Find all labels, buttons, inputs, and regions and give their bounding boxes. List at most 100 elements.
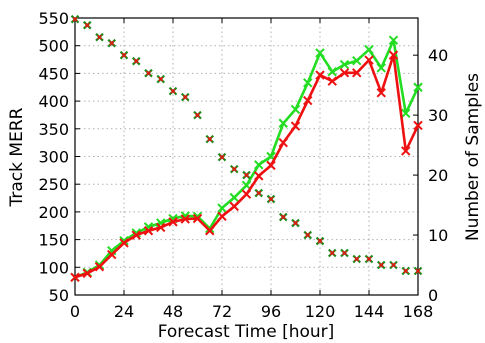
marker-stroke xyxy=(401,108,411,118)
series-1-point xyxy=(119,238,129,248)
marker-stroke xyxy=(94,262,105,272)
sample-count-marker-inner xyxy=(354,256,360,262)
marker-stroke xyxy=(195,112,200,118)
marker-stroke xyxy=(170,88,176,94)
sample-count-marker-inner xyxy=(207,136,213,142)
marker-stroke xyxy=(156,222,166,233)
y-tick-label: 200 xyxy=(38,203,69,222)
marker-stroke xyxy=(70,272,80,282)
x-tick-label: 168 xyxy=(403,302,434,321)
sample-count-point xyxy=(364,254,374,264)
series-0-point xyxy=(278,118,288,128)
series-0-point xyxy=(364,44,374,55)
series-1-point xyxy=(143,226,154,236)
marker-stroke xyxy=(413,82,423,92)
marker-stroke xyxy=(143,222,154,232)
sample-count-point xyxy=(205,134,215,144)
tick-labels: 0 24 48 72 96 120 144 1685010015020025030035040… xyxy=(38,9,448,321)
x-tick-label: 72 xyxy=(212,302,232,321)
sample-count-marker-inner xyxy=(219,154,225,160)
marker-stroke xyxy=(133,58,139,64)
marker-stroke xyxy=(352,68,362,78)
marker-stroke xyxy=(168,217,178,227)
marker-stroke xyxy=(146,70,151,76)
series-1-point xyxy=(376,88,386,98)
sample-count-point xyxy=(254,188,264,198)
series-1-point xyxy=(168,217,178,227)
sample-count-marker-inner xyxy=(97,34,102,40)
marker-stroke xyxy=(121,52,127,58)
sample-count-point xyxy=(413,266,423,276)
y-tick-label: 50 xyxy=(49,286,69,305)
x-tick-label: 48 xyxy=(163,302,183,321)
sample-count-marker-inner xyxy=(268,196,274,202)
series-1-point xyxy=(254,171,264,181)
marker-stroke xyxy=(278,118,288,128)
y2-tick-label: 10 xyxy=(428,226,448,245)
sample-count-point xyxy=(327,248,337,258)
sample-count-point xyxy=(107,38,117,48)
marker-stroke xyxy=(303,78,313,88)
grid xyxy=(75,18,418,295)
marker-stroke xyxy=(388,35,399,45)
sample-count-marker-inner xyxy=(366,256,372,262)
series-1-point xyxy=(217,211,227,222)
marker-stroke xyxy=(109,40,115,46)
series-1-point xyxy=(303,95,313,106)
sample-count-marker-inner xyxy=(244,172,249,178)
marker-stroke xyxy=(290,104,301,115)
marker-stroke xyxy=(413,120,423,131)
series-1-point xyxy=(70,272,80,282)
marker-stroke xyxy=(241,180,252,191)
sample-count-point xyxy=(291,218,300,228)
series-1-point xyxy=(364,55,374,65)
sample-count-marker-inner xyxy=(256,190,262,196)
series-0-point xyxy=(352,55,362,66)
marker-stroke xyxy=(219,154,225,160)
sample-count-marker-inner xyxy=(317,238,323,244)
marker-stroke xyxy=(119,236,129,246)
series-0-point xyxy=(388,35,399,45)
x-tick-label: 120 xyxy=(305,302,336,321)
marker-stroke xyxy=(158,76,164,82)
x-tick-label: 24 xyxy=(114,302,134,321)
sample-count-point xyxy=(70,14,80,24)
y-tick-label: 350 xyxy=(38,120,69,139)
marker-stroke xyxy=(378,262,384,268)
y-tick-label: 100 xyxy=(38,258,69,277)
x-tick-label: 0 xyxy=(70,302,80,321)
marker-stroke xyxy=(327,67,337,77)
series-1-point xyxy=(413,120,423,131)
sample-count-point xyxy=(303,230,313,240)
y-tick-label: 550 xyxy=(38,9,69,28)
series-0-point xyxy=(413,82,423,92)
sample-count-point xyxy=(340,248,349,258)
axis-ticks xyxy=(74,17,419,296)
sample-count-point xyxy=(376,260,386,270)
series-1-point xyxy=(82,268,92,279)
series-0-point xyxy=(327,67,337,77)
sample-count-marker-inner xyxy=(72,16,78,22)
series-0-point xyxy=(119,236,129,246)
marker-stroke xyxy=(366,256,372,262)
sample-count-marker-inner xyxy=(170,88,176,94)
series-1-point xyxy=(229,201,239,212)
sample-count-marker-inner xyxy=(329,250,335,256)
marker-stroke xyxy=(131,230,141,240)
series-0-point xyxy=(217,203,227,213)
marker-stroke xyxy=(244,172,249,178)
sample-count-point xyxy=(95,32,104,42)
sample-count-marker-inner xyxy=(403,268,409,274)
series-1-point xyxy=(339,68,350,78)
marker-stroke xyxy=(327,76,337,86)
series-1-point xyxy=(278,137,288,148)
y-tick-label: 450 xyxy=(38,64,69,83)
sample-count-marker-inner xyxy=(109,40,115,46)
marker-stroke xyxy=(315,48,325,58)
y-tick-label: 500 xyxy=(38,37,69,56)
series-1-point xyxy=(241,189,252,199)
series-0-point xyxy=(401,108,411,118)
marker-stroke xyxy=(180,214,190,224)
marker-stroke xyxy=(82,268,92,279)
sample-count-point xyxy=(266,194,276,204)
